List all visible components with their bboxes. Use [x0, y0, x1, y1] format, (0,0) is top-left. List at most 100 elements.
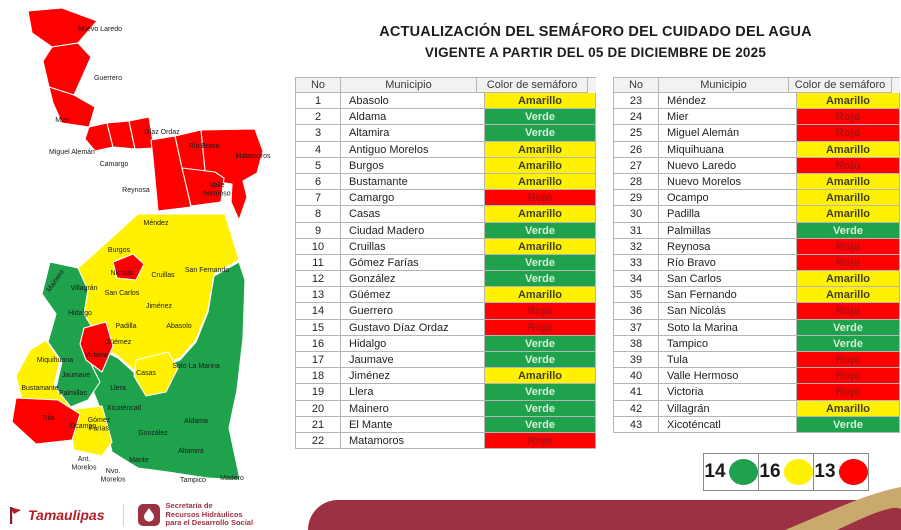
cell-municipio: Río Bravo: [659, 254, 797, 272]
footer-gold-swoosh-icon: [785, 487, 901, 530]
cell-municipio: Antiguo Morelos: [341, 141, 485, 158]
summary-legend: 14 16 13: [703, 453, 869, 491]
cell-semaforo: Amarillo: [797, 190, 900, 207]
table-row: 6 Bustamante Amarillo: [296, 173, 596, 191]
table-row: 21 El Mante Verde: [296, 416, 596, 433]
map-label: Jiménez: [146, 303, 173, 310]
cell-no: 32: [614, 238, 659, 255]
cell-municipio: Mainero: [341, 400, 485, 417]
cell-semaforo: Rojo: [797, 384, 900, 401]
column-header: No: [614, 78, 659, 93]
cell-no: 2: [296, 109, 341, 126]
cell-semaforo: Verde: [485, 222, 596, 239]
cell-municipio: Padilla: [659, 206, 797, 223]
title-line-2: VIGENTE A PARTIR DEL 05 DE DICIEMBRE DE …: [424, 45, 767, 60]
cell-no: 14: [296, 303, 341, 320]
cell-no: 42: [614, 400, 659, 417]
cell-semaforo: Amarillo: [485, 173, 596, 191]
table-row: 10 Cruillas Amarillo: [296, 238, 596, 255]
column-header: No: [296, 78, 341, 93]
map-label: Cruillas: [151, 272, 175, 279]
table-row: 13 Güémez Amarillo: [296, 287, 596, 304]
legend-count: 13: [814, 461, 836, 482]
legend-rojo-circle-icon: [838, 459, 868, 485]
cell-municipio: San Nicolás: [659, 303, 797, 320]
map-label: Bustamante: [21, 385, 58, 392]
cell-no: 22: [296, 432, 341, 450]
map-region-casas: [133, 351, 179, 397]
cell-municipio: San Carlos: [659, 271, 797, 288]
map-label: Nuevo Laredo: [78, 26, 122, 33]
map-label: Victoria: [84, 352, 107, 359]
cell-municipio: Palmillas: [659, 222, 797, 239]
map-label: Soto La Marina: [172, 363, 220, 370]
map-label: Abasolo: [166, 323, 191, 330]
legend-amarillo-circle-icon: [783, 459, 813, 485]
map-region-victoria: [79, 321, 114, 373]
table-row: 32 Reynosa Rojo: [614, 238, 900, 255]
cell-municipio: Altamira: [341, 125, 485, 142]
column-header: Color de semáforo: [477, 78, 588, 93]
table-row: 4 Antiguo Morelos Amarillo: [296, 141, 596, 158]
legend-count: 14: [704, 461, 726, 482]
cell-municipio: Casas: [341, 206, 485, 223]
cell-no: 5: [296, 157, 341, 174]
table-row: 36 San Nicolás Rojo: [614, 303, 900, 320]
cell-municipio: Xicoténcatl: [659, 416, 797, 433]
cell-semaforo: Verde: [797, 222, 900, 239]
cell-municipio: Jaumave: [341, 352, 485, 369]
cell-no: 26: [614, 141, 659, 158]
cell-semaforo: Rojo: [485, 319, 596, 336]
cell-semaforo: Verde: [485, 400, 596, 417]
water-drop-icon: [137, 504, 160, 526]
table-row: 40 Valle Hermoso Rojo: [614, 368, 900, 385]
table-header-row: No Municipio Color de semáforo: [614, 78, 900, 93]
table-row: 28 Nuevo Morelos Amarillo: [614, 173, 900, 191]
table-row: 3 Altamira Verde: [296, 125, 596, 142]
column-header: Municipio: [341, 78, 477, 93]
table-row: 11 Gómez Farías Verde: [296, 254, 596, 272]
cell-no: 28: [614, 173, 659, 191]
map-label: Padilla: [115, 323, 136, 330]
table-row: 35 San Fernando Amarillo: [614, 287, 900, 304]
legend-cell-amarillo: 16: [759, 454, 814, 490]
cell-semaforo: Verde: [485, 384, 596, 401]
cell-semaforo: Amarillo: [485, 287, 596, 304]
cell-no: 12: [296, 271, 341, 288]
map-label: Burgos: [108, 247, 131, 254]
cell-no: 8: [296, 206, 341, 223]
cell-semaforo: Verde: [797, 416, 900, 433]
map-label: Díaz Ordaz: [144, 129, 180, 136]
table-row: 1 Abasolo Amarillo: [296, 93, 596, 110]
map-label: Reynosa: [122, 187, 150, 194]
cell-semaforo: Amarillo: [485, 206, 596, 223]
cell-semaforo: Amarillo: [485, 141, 596, 158]
cell-municipio: Ocampo: [659, 190, 797, 207]
cell-no: 17: [296, 352, 341, 369]
cell-no: 36: [614, 303, 659, 320]
cell-municipio: Valle Hermoso: [659, 368, 797, 385]
cell-municipio: Miquihuana: [659, 141, 797, 158]
cell-no: 11: [296, 254, 341, 272]
cell-semaforo: Rojo: [485, 303, 596, 320]
table-row: 18 Jiménez Amarillo: [296, 368, 596, 385]
table-row: 34 San Carlos Amarillo: [614, 271, 900, 288]
map-region-tula: [11, 397, 81, 445]
cell-municipio: Miguel Alemán: [659, 125, 797, 142]
cell-municipio: Victoria: [659, 384, 797, 401]
map-label: Gómez Farías: [88, 417, 111, 433]
table-row: 26 Miquihuana Amarillo: [614, 141, 900, 158]
table-row: 38 Tampico Verde: [614, 335, 900, 352]
cell-no: 37: [614, 319, 659, 336]
secretary-logo: Secretaría de Recursos Hidráulicos para el…: [137, 502, 253, 528]
page-title: ACTUALIZACIÓN DEL SEMÁFORO DEL CUIDADO D…: [290, 24, 901, 60]
footer-divider: [122, 504, 124, 526]
map-label: Miguel Alemán: [49, 149, 95, 156]
cell-semaforo: Amarillo: [485, 157, 596, 174]
cell-municipio: Abasolo: [341, 93, 485, 110]
table-row: 7 Camargo Rojo: [296, 190, 596, 207]
cell-municipio: Guerrero: [341, 303, 485, 320]
map-label: Camargo: [100, 161, 129, 168]
legend-cell-rojo: 13: [814, 454, 868, 490]
map-label: Güémez: [105, 339, 132, 346]
